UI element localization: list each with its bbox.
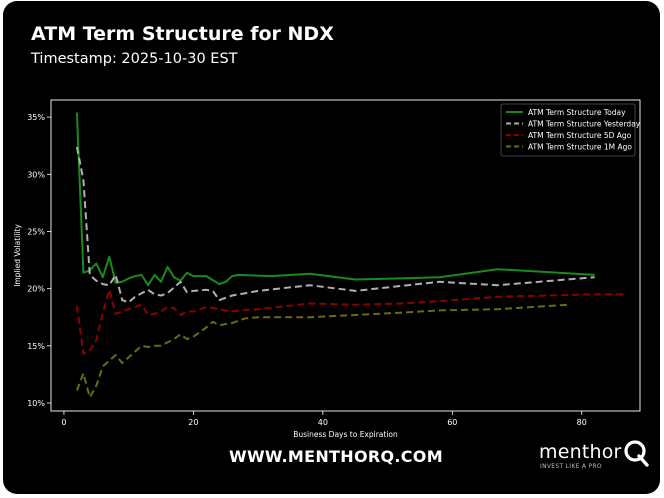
y-tick-label: 15% (27, 342, 45, 351)
legend-entry-0: ATM Term Structure Today (528, 108, 626, 117)
x-tick-label: 0 (61, 418, 66, 427)
x-tick-label: 40 (318, 418, 328, 427)
y-tick-label: 25% (27, 227, 45, 236)
x-axis-label: Business Days to Expiration (293, 430, 398, 439)
y-tick-label: 35% (27, 113, 45, 122)
page-title: ATM Term Structure for NDX (31, 23, 334, 45)
plot-frame (50, 99, 641, 412)
series-layer (75, 112, 628, 399)
y-tick-label: 10% (27, 399, 45, 408)
x-tick-label: 80 (577, 418, 587, 427)
legend-box (500, 103, 636, 157)
legend-layer: ATM Term Structure Today ATM Term Structu… (500, 103, 641, 157)
chart-card: ATM Term Structure for NDX Timestamp: 20… (3, 1, 660, 494)
legend-entry-2: ATM Term Structure 5D Ago (528, 131, 632, 140)
legend-entry-3: ATM Term Structure 1M Ago (528, 143, 632, 152)
y-tick-label: 20% (27, 285, 45, 294)
axes-layer: 0 20 40 60 80 10% 15% 20% 25% 30% 35% Business Days… (13, 99, 641, 439)
legend-entry-1: ATM Term Structure Yesterday (528, 120, 641, 129)
term-structure-chart: 0 20 40 60 80 10% 15% 20% 25% 30% 35% Business Days… (13, 99, 641, 439)
y-axis-label: Implied Volatility (13, 224, 22, 287)
footer-website-url[interactable]: WWW.MENTHORQ.COM (229, 447, 443, 466)
series-line-1 (75, 146, 595, 304)
x-tick-label: 20 (188, 418, 198, 427)
logo-tagline: INVEST LIKE A PRO (540, 463, 602, 470)
series-line-2 (75, 288, 628, 355)
x-tick-label: 60 (447, 418, 457, 427)
y-tick-label: 30% (27, 170, 45, 179)
brand-logo: menthor INVEST LIKE A PRO (539, 440, 649, 475)
q-magnifier-icon (624, 440, 649, 467)
series-line-3 (75, 303, 569, 399)
logo-wordmark: menthor (539, 441, 622, 463)
timestamp-subtitle: Timestamp: 2025-10-30 EST (31, 51, 238, 67)
series-line-0 (75, 112, 595, 287)
